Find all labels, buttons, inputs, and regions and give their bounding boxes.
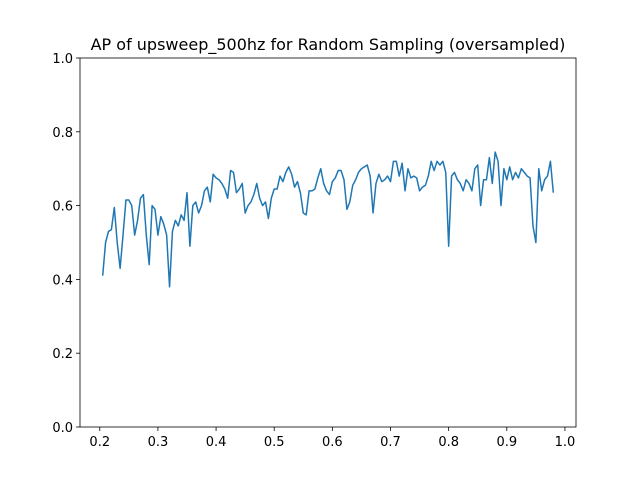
x-tick-label: 0.5	[264, 435, 285, 450]
chart-title: AP of upsweep_500hz for Random Sampling …	[91, 35, 566, 55]
x-tick-label: 0.4	[206, 435, 227, 450]
axes-frame	[79, 57, 577, 428]
x-tick-label: 0.3	[148, 435, 169, 450]
line-series	[101, 151, 555, 288]
y-tick-label: 0.8	[52, 126, 73, 141]
x-tick-label: 0.8	[438, 435, 459, 450]
y-tick-label: 0.4	[52, 273, 73, 288]
x-tick-label: 0.9	[496, 435, 517, 450]
y-tick-label: 0.0	[52, 421, 73, 436]
y-tick-label: 0.6	[52, 200, 73, 215]
x-tick-label: 0.2	[89, 435, 110, 450]
y-tick-label: 1.0	[52, 52, 73, 67]
y-tick-label: 0.2	[52, 347, 73, 362]
x-tick-label: 0.7	[380, 435, 401, 450]
x-tick-label: 0.6	[322, 435, 343, 450]
x-tick-label: 1.0	[555, 435, 576, 450]
